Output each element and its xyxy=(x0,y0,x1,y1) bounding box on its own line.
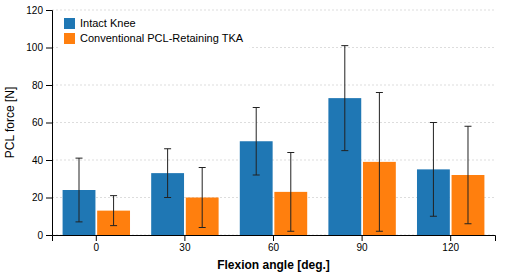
tick: 30 xyxy=(179,235,191,253)
axis-line xyxy=(46,11,53,236)
tick-label: 100 xyxy=(26,42,43,53)
grid-line xyxy=(52,122,495,123)
tick-mark xyxy=(46,235,52,236)
tick-label: 90 xyxy=(357,242,369,253)
error-bar xyxy=(287,153,294,232)
grid-line xyxy=(52,85,495,86)
legend-label: Conventional PCL-Retaining TKA xyxy=(80,32,244,44)
error-bar xyxy=(110,196,117,226)
chart: 0 30 60 90 120 0 20 40 60 80 100 120 Intact Knee Conv… xyxy=(0,0,507,277)
error-bar xyxy=(253,108,260,176)
tick-label: 40 xyxy=(32,155,44,166)
tick-mark xyxy=(273,235,274,241)
error-bar xyxy=(76,158,83,222)
legend-swatch xyxy=(64,33,75,44)
marks xyxy=(63,46,485,235)
plot: 0 30 60 90 120 0 20 40 60 80 100 120 Intact Knee Conv… xyxy=(26,5,495,253)
series xyxy=(97,93,484,236)
axis-line xyxy=(53,236,496,242)
tick: 0 xyxy=(37,230,52,241)
x-axis-title: Flexion angle [deg.] xyxy=(217,258,330,272)
grid xyxy=(52,10,495,235)
tick-label: 20 xyxy=(32,192,44,203)
tick-label: 120 xyxy=(26,5,43,16)
legend-swatch xyxy=(64,18,75,29)
legend-item: Intact Knee xyxy=(64,17,136,29)
legend-item: Conventional PCL-Retaining TKA xyxy=(64,32,244,44)
error-bar xyxy=(164,149,171,198)
tick: 60 xyxy=(268,235,280,253)
legend-background xyxy=(58,12,250,49)
tick: 40 xyxy=(32,155,52,166)
y-axis: 0 20 40 60 80 100 120 xyxy=(26,5,52,241)
tick: 120 xyxy=(26,5,52,16)
error-bar xyxy=(199,168,206,228)
tick: 100 xyxy=(26,42,52,53)
tick-label: 60 xyxy=(268,242,280,253)
tick-label: 30 xyxy=(179,242,191,253)
y-axis-title: PCL force [N] xyxy=(3,87,17,159)
error-bar xyxy=(376,93,383,232)
tick-mark xyxy=(46,123,52,124)
grid-line xyxy=(52,10,495,11)
tick-label: 60 xyxy=(32,117,44,128)
error-bar xyxy=(430,123,437,217)
tick-mark xyxy=(184,235,185,241)
tick-label: 0 xyxy=(94,242,100,253)
tick-label: 0 xyxy=(37,230,43,241)
tick: 90 xyxy=(357,235,369,253)
tick-mark xyxy=(46,48,52,49)
tick-mark xyxy=(46,198,52,199)
tick-mark xyxy=(96,235,97,241)
tick-mark xyxy=(46,160,52,161)
grid-line xyxy=(52,160,495,161)
tick-mark xyxy=(450,235,451,241)
x-axis: 0 30 60 90 120 xyxy=(53,235,496,253)
tick-mark xyxy=(46,10,52,11)
legend: Intact Knee Conventional PCL-Retaining TK… xyxy=(58,12,250,49)
tick-mark xyxy=(362,235,363,241)
tick-label: 120 xyxy=(442,242,459,253)
tick: 120 xyxy=(442,235,459,253)
tick-mark xyxy=(46,85,52,86)
tick: 80 xyxy=(32,80,52,91)
series xyxy=(63,46,450,235)
error-bar xyxy=(464,126,471,224)
tick: 0 xyxy=(94,235,100,253)
tick-label: 80 xyxy=(32,80,44,91)
tick: 20 xyxy=(32,192,52,203)
error-bar xyxy=(341,46,348,151)
legend-label: Intact Knee xyxy=(80,17,136,29)
tick: 60 xyxy=(32,117,52,128)
